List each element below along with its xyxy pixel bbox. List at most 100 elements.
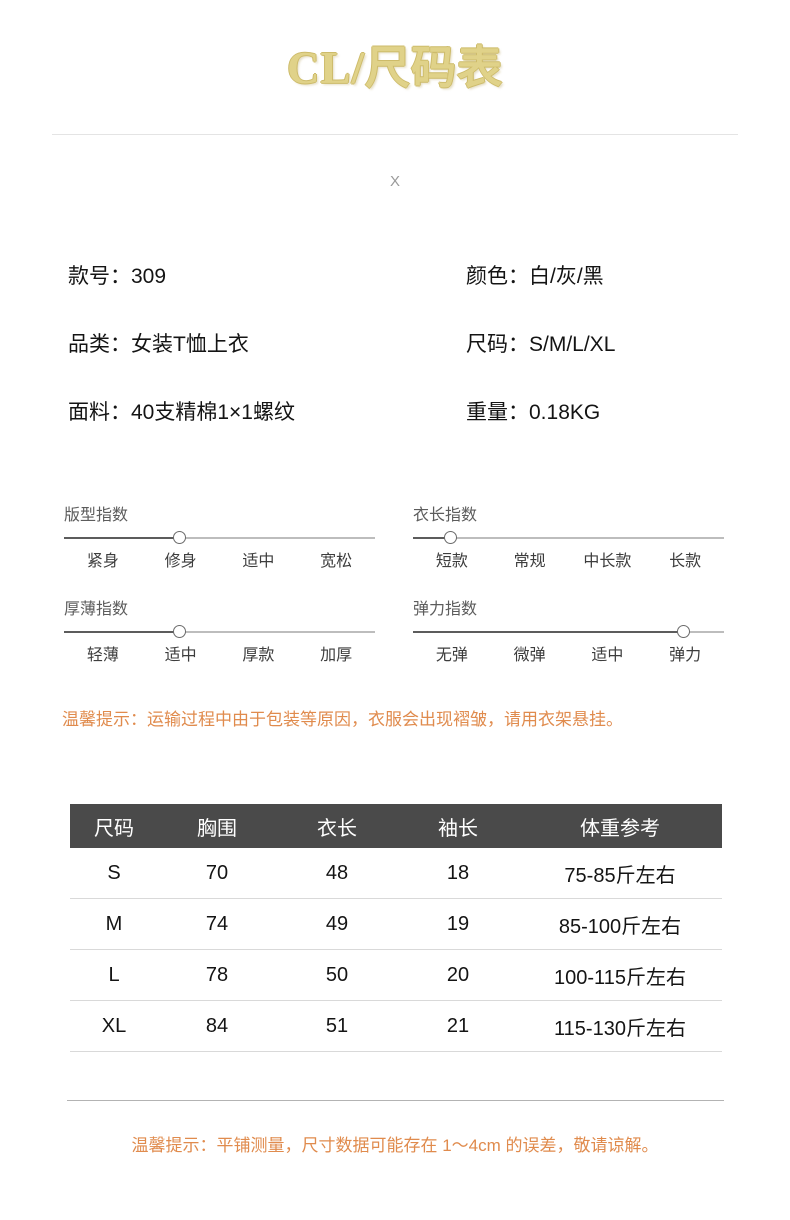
thickness-slider[interactable]	[64, 625, 375, 639]
table-row: S 70 48 18 75-85斤左右	[70, 848, 722, 899]
spec-sizes: 尺码：S/M/L/XL	[466, 330, 615, 360]
index-option[interactable]: 微弹	[513, 647, 546, 664]
spec-weight: 重量：0.18KG	[466, 398, 600, 428]
index-option[interactable]: 适中	[242, 553, 275, 570]
slider-track-fill	[64, 631, 180, 633]
column-header-weight: 体重参考	[518, 804, 722, 848]
cell-length: 48	[276, 848, 398, 899]
spec-label: 颜色：	[466, 265, 529, 288]
cell-weight: 115-130斤左右	[518, 1000, 722, 1052]
product-specs: 款号：309 颜色：白/灰/黑 品类：女装T恤上衣 尺码：S/M/L/XL 面料…	[68, 262, 728, 466]
index-sliders: 版型指数 紧身 修身 适中 宽松 衣长指数	[64, 505, 732, 693]
spec-value: 0.18KG	[529, 401, 601, 424]
index-option-labels: 紧身 修身 适中 宽松	[64, 550, 375, 574]
index-title: 衣长指数	[413, 507, 478, 524]
cell-length: 49	[276, 898, 398, 950]
spec-color: 颜色：白/灰/黑	[466, 262, 604, 292]
slider-knob[interactable]	[443, 531, 457, 544]
index-option[interactable]: 厚款	[242, 647, 275, 664]
index-option[interactable]: 宽松	[320, 553, 353, 570]
fit-slider[interactable]	[64, 531, 375, 545]
index-option[interactable]: 常规	[513, 553, 546, 570]
index-option-labels: 轻薄 适中 厚款 加厚	[64, 644, 375, 668]
slider-knob[interactable]	[677, 625, 691, 638]
slider-knob[interactable]	[172, 625, 186, 638]
cell-length: 50	[276, 949, 398, 1001]
index-fit: 版型指数 紧身 修身 适中 宽松	[64, 505, 375, 574]
spec-label: 重量：	[466, 401, 529, 424]
index-option[interactable]: 适中	[591, 647, 624, 664]
cell-size: M	[70, 898, 158, 950]
index-row: 厚薄指数 轻薄 适中 厚款 加厚 弹力指数	[64, 599, 732, 693]
index-length: 衣长指数 短款 常规 中长款 长款	[413, 505, 724, 574]
spec-value: 40支精棉1×1螺纹	[131, 401, 295, 424]
cell-weight: 85-100斤左右	[518, 898, 722, 950]
column-header-sleeve: 袖长	[398, 804, 518, 848]
index-option-labels: 无弹 微弹 适中 弹力	[413, 644, 724, 668]
index-thickness: 厚薄指数 轻薄 适中 厚款 加厚	[64, 599, 375, 668]
cell-weight: 100-115斤左右	[518, 949, 722, 1001]
slider-track	[64, 537, 375, 539]
slider-track	[413, 537, 724, 539]
index-option[interactable]: 弹力	[669, 647, 702, 664]
spec-fabric: 面料：40支精棉1×1螺纹	[68, 398, 295, 428]
slider-track-fill	[64, 537, 180, 539]
measurement-notice: 温馨提示：平铺测量，尺寸数据可能存在 1～4cm 的误差，敬请谅解。	[131, 1136, 659, 1155]
shipping-notice: 温馨提示：运输过程中由于包装等原因，衣服会出现褶皱，请用衣架悬挂。	[62, 710, 623, 729]
index-option[interactable]: 长款	[669, 553, 702, 570]
column-header-bust: 胸围	[158, 804, 276, 848]
spec-style-number: 款号：309	[68, 262, 166, 292]
spec-row: 品类：女装T恤上衣 尺码：S/M/L/XL	[68, 330, 728, 398]
index-row: 版型指数 紧身 修身 适中 宽松 衣长指数	[64, 505, 732, 599]
cell-size: L	[70, 949, 158, 1001]
spec-row: 面料：40支精棉1×1螺纹 重量：0.18KG	[68, 398, 728, 466]
index-option[interactable]: 无弹	[435, 647, 468, 664]
index-option[interactable]: 加厚	[320, 647, 353, 664]
size-table-head: 尺码 胸围 衣长 袖长 体重参考	[70, 804, 722, 848]
cell-sleeve: 21	[398, 1000, 518, 1052]
cell-bust: 78	[158, 949, 276, 1001]
cell-weight: 75-85斤左右	[518, 848, 722, 899]
bottom-divider	[67, 1100, 724, 1101]
page-title: CL/尺码表	[286, 43, 503, 93]
index-title: 厚薄指数	[64, 601, 129, 618]
cell-sleeve: 18	[398, 848, 518, 899]
spec-row: 款号：309 颜色：白/灰/黑	[68, 262, 728, 330]
index-option[interactable]: 轻薄	[86, 647, 119, 664]
cell-sleeve: 19	[398, 898, 518, 950]
index-option-labels: 短款 常规 中长款 长款	[413, 550, 724, 574]
index-option[interactable]: 适中	[164, 647, 197, 664]
spec-label: 款号：	[68, 265, 131, 288]
cell-size: S	[70, 848, 158, 899]
cell-bust: 84	[158, 1000, 276, 1052]
spec-value: 309	[131, 265, 167, 288]
table-row: XL 84 51 21 115-130斤左右	[70, 1000, 722, 1052]
slider-track	[64, 631, 375, 633]
table-row: L 78 50 20 100-115斤左右	[70, 949, 722, 1001]
cell-bust: 74	[158, 898, 276, 950]
slider-track-fill	[413, 537, 451, 539]
spec-value: S/M/L/XL	[529, 333, 616, 356]
spec-label: 尺码：	[466, 333, 529, 356]
top-divider	[52, 134, 738, 135]
elasticity-slider[interactable]	[413, 625, 724, 639]
table-header-row: 尺码 胸围 衣长 袖长 体重参考	[70, 804, 722, 848]
x-marker: X	[389, 173, 400, 190]
length-slider[interactable]	[413, 531, 724, 545]
index-option[interactable]: 短款	[435, 553, 468, 570]
cell-sleeve: 20	[398, 949, 518, 1001]
index-option[interactable]: 中长款	[583, 553, 632, 570]
index-option[interactable]: 紧身	[86, 553, 119, 570]
table-row: M 74 49 19 85-100斤左右	[70, 898, 722, 950]
spec-value: 白/灰/黑	[529, 265, 604, 288]
spec-label: 面料：	[68, 401, 131, 424]
index-option[interactable]: 修身	[164, 553, 197, 570]
slider-knob[interactable]	[172, 531, 186, 544]
column-header-size: 尺码	[70, 804, 158, 848]
cell-length: 51	[276, 1000, 398, 1052]
index-title: 弹力指数	[413, 601, 478, 618]
spec-label: 品类：	[68, 333, 131, 356]
size-table-body: S 70 48 18 75-85斤左右 M 74 49 19 85-100斤左右…	[70, 848, 722, 1052]
spec-category: 品类：女装T恤上衣	[68, 330, 249, 360]
